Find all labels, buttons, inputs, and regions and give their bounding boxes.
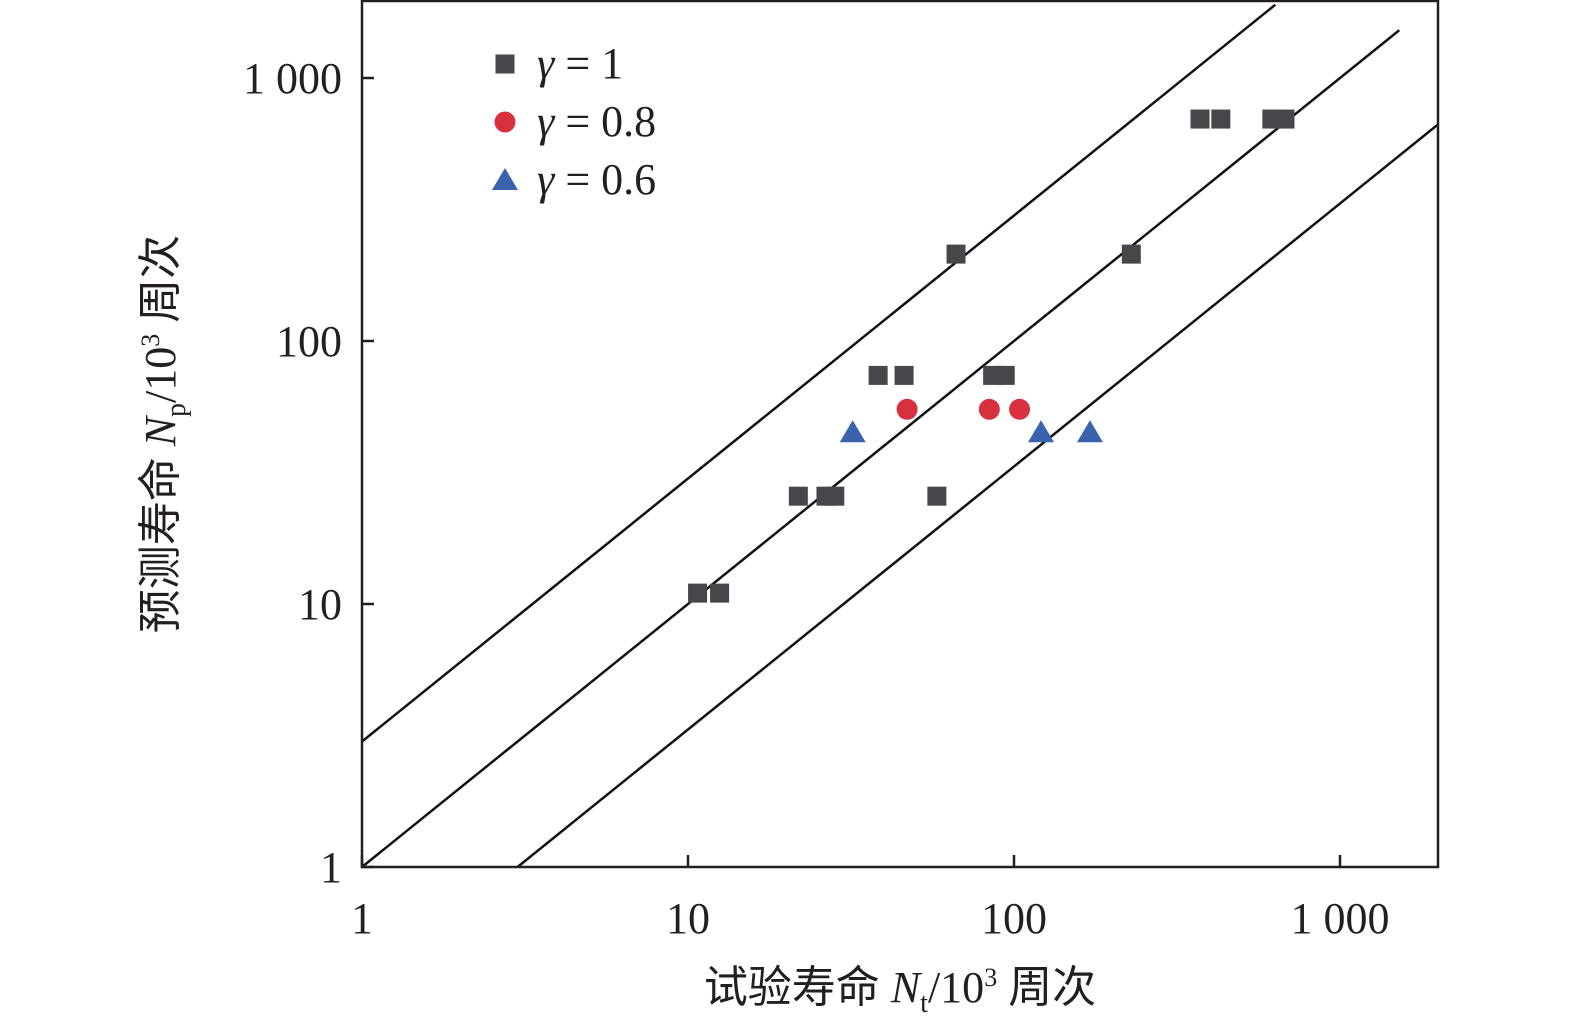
data-point-triangle — [1027, 420, 1054, 443]
data-point-square — [1190, 109, 1210, 129]
data-point-square — [788, 486, 808, 506]
x-tick-label: 10 — [666, 894, 710, 943]
data-point-square — [946, 244, 966, 264]
y-tick-label: 1 — [320, 843, 342, 892]
data-point-circle — [1009, 398, 1031, 420]
reference-line — [361, 29, 1401, 868]
y-tick-label: 1 000 — [243, 54, 342, 103]
legend-marker-square — [495, 54, 515, 74]
y-axis-label: 预测寿命 Np/103 周次 — [136, 235, 192, 634]
data-point-triangle — [1076, 420, 1103, 443]
x-tick-label: 1 — [351, 894, 373, 943]
x-axis-label: 试验寿命 Nt/103 周次 — [704, 963, 1096, 1019]
data-point-square — [927, 486, 947, 506]
data-point-square — [1275, 109, 1295, 129]
data-point-square — [995, 365, 1015, 385]
data-point-square — [1121, 244, 1141, 264]
legend-label: γ = 0.6 — [537, 155, 656, 204]
y-tick-label: 100 — [276, 317, 342, 366]
x-tick-label: 100 — [981, 894, 1047, 943]
legend-marker-circle — [494, 111, 516, 133]
reference-lines — [361, 3, 1439, 868]
legend-label: γ = 0.8 — [537, 97, 656, 146]
legend-label: γ = 1 — [537, 39, 623, 88]
data-point-triangle — [839, 420, 866, 443]
reference-line — [361, 3, 1277, 743]
x-tick-label: 1 000 — [1291, 894, 1390, 943]
axis-ticks: 1 10 100 1 000 1 10 100 1 000 — [243, 54, 1390, 943]
reference-line — [516, 123, 1439, 868]
data-points — [688, 109, 1295, 603]
data-point-square — [825, 486, 845, 506]
plot-frame — [360, 0, 1440, 869]
data-point-square — [894, 365, 914, 385]
y-tick-label: 10 — [298, 580, 342, 629]
data-point-square — [868, 365, 888, 385]
legend: γ = 1 γ = 0.8 γ = 0.6 — [492, 39, 656, 204]
legend-marker-triangle — [492, 168, 518, 190]
data-point-circle — [978, 398, 1000, 420]
data-point-square — [1211, 109, 1231, 129]
data-point-square — [688, 583, 708, 603]
data-point-circle — [896, 398, 918, 420]
data-point-square — [710, 583, 730, 603]
